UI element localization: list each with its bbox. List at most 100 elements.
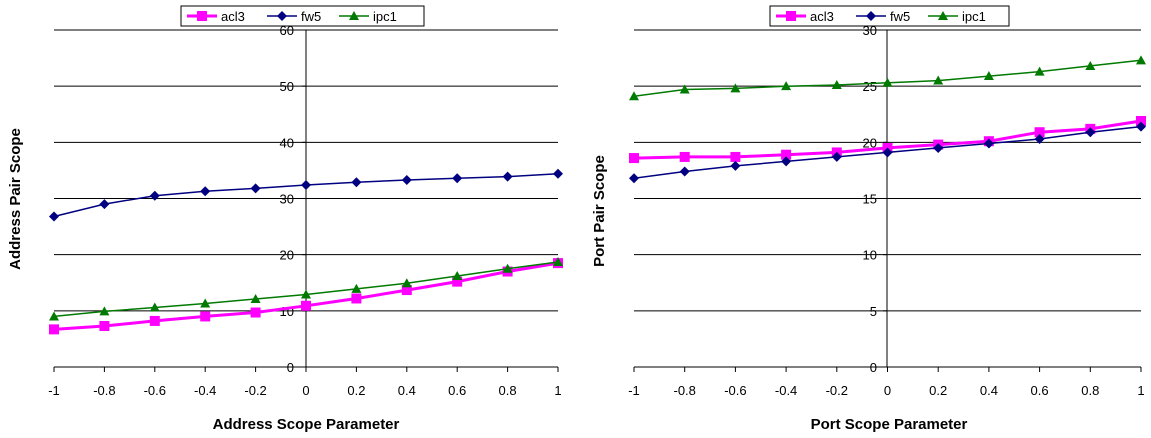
legend-label: fw5 bbox=[301, 9, 321, 24]
x-tick-label: 0.4 bbox=[398, 383, 416, 398]
data-point-acl3 bbox=[250, 307, 261, 318]
data-point-ipc1 bbox=[1136, 55, 1146, 65]
x-tick-label: 0.4 bbox=[980, 383, 998, 398]
x-tick-label: 0 bbox=[884, 383, 891, 398]
data-point-acl3 bbox=[49, 324, 59, 335]
x-tick-label: -0.2 bbox=[826, 383, 848, 398]
data-point-fw5 bbox=[250, 183, 261, 194]
data-point-ipc1 bbox=[553, 256, 563, 266]
data-point-acl3 bbox=[1034, 127, 1045, 138]
chart-1: 0 10 20 30 40 50 60 -1 -0.8 -0.6 -0.4 -0.2 0 0.2 0.4 0.… bbox=[7, 5, 563, 433]
legend-marker-acl3 bbox=[197, 11, 207, 21]
data-point-ipc1 bbox=[1034, 66, 1045, 76]
x-tick-label: -0.8 bbox=[673, 383, 695, 398]
data-point-fw5 bbox=[401, 174, 412, 185]
data-point-acl3 bbox=[401, 285, 412, 296]
data-point-ipc1 bbox=[301, 289, 311, 299]
legend-item-fw5: fw5 bbox=[856, 9, 910, 24]
data-point-ipc1 bbox=[149, 302, 160, 312]
y-tick-label: 30 bbox=[863, 23, 877, 38]
y-tick-label: 40 bbox=[280, 135, 294, 150]
legend-item-ipc1: ipc1 bbox=[339, 9, 397, 24]
series-ipc1 bbox=[49, 256, 563, 321]
data-point-acl3 bbox=[200, 311, 211, 322]
x-axis-title: Port Scope Parameter bbox=[811, 416, 968, 433]
y-tick-label: 20 bbox=[280, 248, 294, 263]
y-tick-label: 10 bbox=[863, 248, 877, 263]
legend-label: acl3 bbox=[810, 9, 834, 24]
legend-label: ipc1 bbox=[373, 9, 397, 24]
data-point-acl3 bbox=[1136, 115, 1146, 126]
legend-label: ipc1 bbox=[962, 9, 986, 24]
legend-item-acl3: acl3 bbox=[187, 9, 245, 24]
y-tick-label: 50 bbox=[280, 79, 294, 94]
legend-item-fw5: fw5 bbox=[267, 9, 321, 24]
legend-box bbox=[180, 5, 425, 27]
data-point-fw5 bbox=[351, 177, 362, 188]
x-tick-label: 0.2 bbox=[929, 383, 947, 398]
x-tick-label: 0.8 bbox=[1081, 383, 1099, 398]
legend-label: fw5 bbox=[890, 9, 910, 24]
data-point-ipc1 bbox=[730, 83, 741, 93]
data-point-acl3 bbox=[452, 276, 463, 287]
x-tick-label: 0 bbox=[302, 383, 309, 398]
series-fw5 bbox=[49, 168, 563, 222]
y-tick-label: 15 bbox=[863, 192, 877, 207]
x-tick-label: -1 bbox=[628, 383, 640, 398]
x-tick-label: 0.2 bbox=[347, 383, 365, 398]
data-point-acl3 bbox=[149, 315, 160, 326]
data-point-fw5 bbox=[99, 199, 110, 210]
data-point-ipc1 bbox=[983, 71, 994, 81]
data-point-ipc1 bbox=[882, 77, 893, 87]
data-point-fw5 bbox=[629, 173, 639, 184]
data-point-fw5 bbox=[1034, 133, 1045, 144]
x-tick-label: -1 bbox=[48, 383, 60, 398]
data-point-ipc1 bbox=[401, 278, 412, 288]
y-axis-title: Port Pair Scope bbox=[591, 155, 608, 267]
data-point-acl3 bbox=[730, 151, 741, 162]
x-tick-label: -0.4 bbox=[775, 383, 797, 398]
data-point-fw5 bbox=[200, 186, 211, 197]
data-point-acl3 bbox=[629, 153, 639, 164]
data-point-ipc1 bbox=[200, 298, 211, 308]
x-tick-label: -0.2 bbox=[244, 383, 266, 398]
data-point-fw5 bbox=[49, 211, 59, 222]
data-point-acl3 bbox=[679, 151, 690, 162]
data-point-ipc1 bbox=[502, 263, 513, 273]
legend-item-acl3: acl3 bbox=[776, 9, 834, 24]
data-point-ipc1 bbox=[452, 271, 463, 281]
x-tick-label: 0.8 bbox=[499, 383, 517, 398]
y-tick-label: 60 bbox=[280, 23, 294, 38]
x-axis-title: Address Scope Parameter bbox=[213, 416, 400, 433]
data-point-acl3 bbox=[351, 293, 362, 304]
data-point-ipc1 bbox=[99, 306, 110, 316]
data-point-acl3 bbox=[301, 300, 311, 311]
x-tick-label: -0.6 bbox=[144, 383, 166, 398]
legend-item-ipc1: ipc1 bbox=[928, 9, 986, 24]
data-point-fw5 bbox=[1136, 121, 1146, 132]
legend-label: acl3 bbox=[221, 9, 245, 24]
legend: acl3 fw5 ipc1 bbox=[180, 5, 425, 27]
x-tick-label: -0.8 bbox=[93, 383, 115, 398]
y-tick-label: 0 bbox=[287, 360, 294, 375]
x-tick-label: 1 bbox=[1137, 383, 1144, 398]
y-axis-title: Address Pair Scope bbox=[7, 128, 24, 270]
data-point-ipc1 bbox=[933, 75, 944, 85]
data-point-ipc1 bbox=[831, 80, 842, 90]
data-point-acl3 bbox=[99, 320, 110, 331]
x-tick-label: -0.6 bbox=[724, 383, 746, 398]
data-point-fw5 bbox=[502, 171, 513, 182]
data-point-ipc1 bbox=[1085, 60, 1096, 70]
data-point-fw5 bbox=[781, 156, 792, 167]
data-point-fw5 bbox=[679, 166, 690, 177]
y-tick-label: 0 bbox=[870, 360, 877, 375]
legend: acl3 fw5 ipc1 bbox=[769, 5, 1010, 27]
y-tick-label: 5 bbox=[870, 304, 877, 319]
x-tick-label: 0.6 bbox=[1031, 383, 1049, 398]
x-tick-label: 1 bbox=[554, 383, 561, 398]
data-point-ipc1 bbox=[250, 294, 261, 304]
legend-box bbox=[769, 5, 1010, 27]
data-point-ipc1 bbox=[49, 311, 59, 321]
legend-marker-acl3 bbox=[786, 11, 796, 21]
